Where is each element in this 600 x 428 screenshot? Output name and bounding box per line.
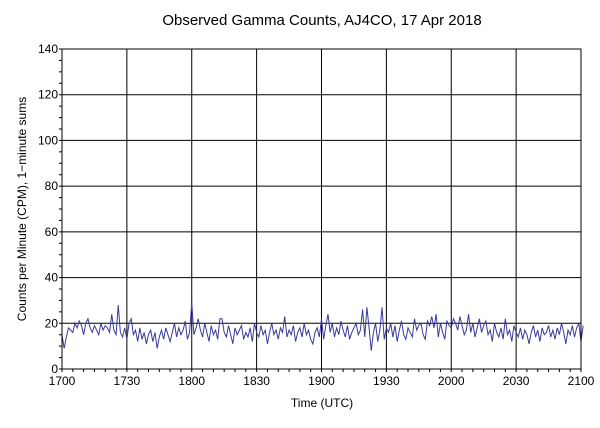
x-tick-label: 1900 (308, 374, 335, 388)
x-tick-label: 2030 (503, 374, 530, 388)
series-line (61, 302, 584, 351)
x-tick-label: 1930 (373, 374, 400, 388)
y-axis-label: Counts per Minute (CPM), 1−minute sums (15, 97, 29, 321)
chart-title: Observed Gamma Counts, AJ4CO, 17 Apr 201… (162, 12, 481, 29)
ticks-layer: 1700 1730 1800 1830 1900 1930 2000 2030 2100 0 20 4… (38, 42, 595, 388)
y-tick-label: 0 (51, 362, 58, 376)
x-tick-label: 1830 (243, 374, 270, 388)
x-tick-label: 2000 (438, 374, 465, 388)
y-tick-label: 80 (45, 179, 59, 193)
y-tick-label: 120 (38, 88, 58, 102)
y-tick-label: 40 (45, 271, 59, 285)
x-tick-label: 1730 (114, 374, 141, 388)
y-tick-label: 140 (38, 42, 58, 56)
x-tick-label: 1800 (178, 374, 205, 388)
y-tick-label: 20 (45, 316, 59, 330)
x-tick-label: 2100 (568, 374, 595, 388)
y-tick-label: 60 (45, 225, 59, 239)
x-tick-label: 1700 (49, 374, 76, 388)
grid-layer (62, 49, 581, 369)
y-tick-label: 100 (38, 133, 58, 147)
x-axis-label: Time (UTC) (291, 396, 353, 410)
series-layer (61, 302, 584, 351)
